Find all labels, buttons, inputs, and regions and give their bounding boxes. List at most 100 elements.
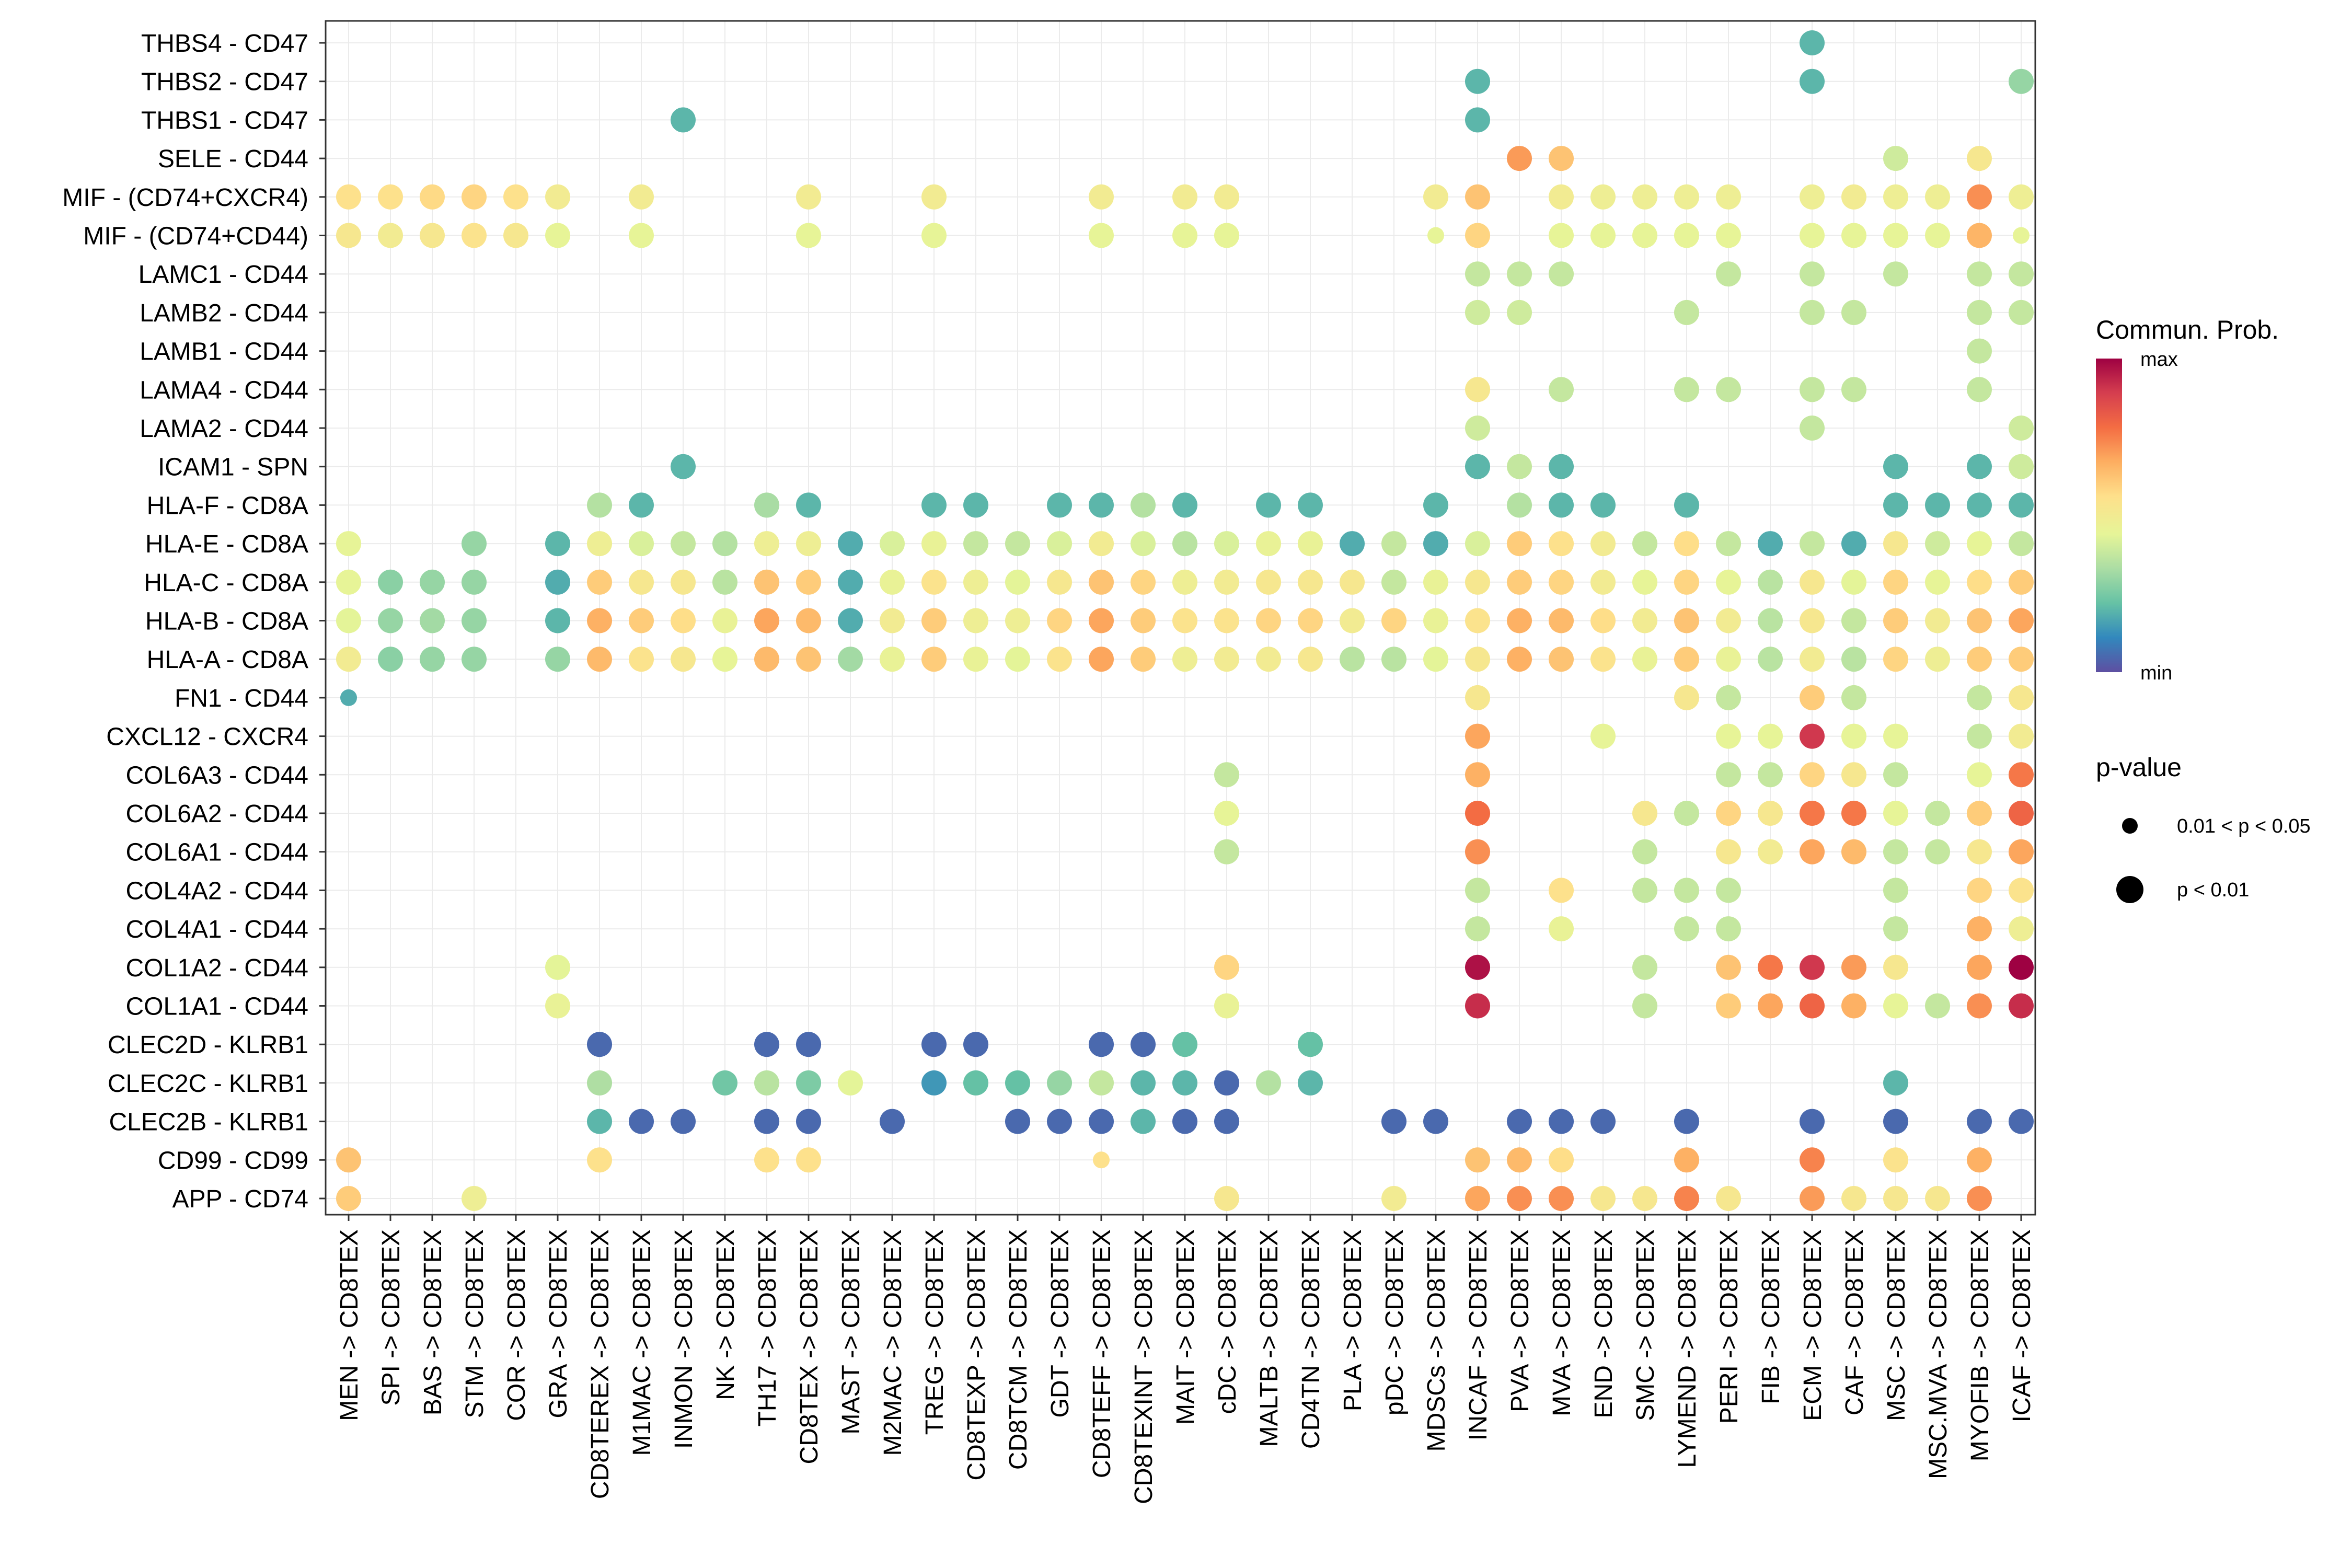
y-tick-label: THBS1 - CD47 (141, 107, 308, 134)
data-dot (880, 608, 905, 633)
legend: Commun. Prob. max min p-value 0.01 < p <… (2096, 315, 2311, 903)
data-dot (336, 223, 361, 248)
data-dot (796, 608, 821, 633)
data-dot (1758, 993, 1783, 1019)
data-dot (1047, 492, 1072, 518)
data-dot (1674, 1147, 1699, 1173)
data-dot (1632, 839, 1657, 864)
data-dot (1214, 1109, 1239, 1134)
data-dot (587, 1147, 612, 1173)
data-dot (921, 569, 947, 595)
data-dot (545, 993, 570, 1019)
y-tick-label: APP - CD74 (172, 1185, 308, 1213)
data-dot (1172, 1109, 1197, 1134)
data-dot (1465, 68, 1490, 94)
data-dot (1716, 608, 1741, 633)
data-dot (1967, 1109, 1992, 1134)
data-dot (378, 608, 403, 633)
data-dot (1465, 608, 1490, 633)
x-tick-label: CAF -> CD8TEX (1841, 1229, 1869, 1415)
data-dot (838, 1070, 863, 1096)
data-dot (796, 647, 821, 672)
data-dot (1047, 569, 1072, 595)
data-dot (1507, 647, 1532, 672)
data-dot (1172, 492, 1197, 518)
data-dot (1507, 299, 1532, 325)
data-dot (1674, 916, 1699, 942)
data-dot (1298, 1070, 1323, 1096)
color-scale-bar (2096, 359, 2122, 672)
data-dot (1507, 1109, 1532, 1134)
y-tick-label: MIF - (CD74+CXCR4) (62, 184, 308, 212)
data-dot (2009, 723, 2034, 749)
data-dot (1465, 377, 1490, 402)
data-dot (1549, 492, 1574, 518)
y-tick-label: COL6A3 - CD44 (126, 762, 308, 789)
data-dot (1716, 993, 1741, 1019)
y-tick-label: HLA-F - CD8A (147, 492, 308, 520)
data-dot (1632, 954, 1657, 980)
data-dot (1093, 1151, 1110, 1169)
data-dot (1590, 531, 1616, 557)
data-dot (1298, 531, 1323, 557)
y-tick-label: CLEC2C - KLRB1 (108, 1070, 308, 1098)
data-dot (921, 647, 947, 672)
data-dot (1883, 762, 1908, 788)
y-tick-label: COL1A2 - CD44 (126, 954, 308, 982)
x-tick-label: MAST -> CD8TEX (837, 1229, 865, 1435)
data-dot (1841, 223, 1866, 248)
data-dot (1089, 647, 1114, 672)
data-dot (1214, 608, 1239, 633)
data-dot (921, 492, 947, 518)
data-dot (1047, 647, 1072, 672)
data-dot (1214, 1186, 1239, 1211)
data-dot (1005, 1109, 1030, 1134)
data-dot (880, 647, 905, 672)
x-tick-label: ICAF -> CD8TEX (2008, 1229, 2036, 1422)
data-dot (921, 608, 947, 633)
data-dot (1925, 608, 1950, 633)
data-dot (1549, 223, 1574, 248)
data-dot (1172, 647, 1197, 672)
data-dot (336, 1147, 361, 1173)
data-dot (671, 569, 696, 595)
data-dot (1967, 223, 1992, 248)
data-dot (1674, 223, 1699, 248)
data-dot (1632, 184, 1657, 210)
data-dot (838, 531, 863, 557)
data-dot (1256, 492, 1281, 518)
data-dot (1758, 839, 1783, 864)
data-dot (1758, 647, 1783, 672)
data-dot (1716, 1186, 1741, 1211)
y-tick-label: COL4A2 - CD44 (126, 877, 308, 905)
data-dot (1883, 1186, 1908, 1211)
data-dot (1131, 531, 1156, 557)
plot-frame (325, 20, 2036, 1216)
data-dot (2009, 685, 2034, 710)
data-dot (545, 531, 570, 557)
x-tick-label: LYMEND -> CD8TEX (1674, 1229, 1701, 1468)
data-dot (587, 608, 612, 633)
data-dot (1716, 878, 1741, 903)
x-tick-label: PLA -> CD8TEX (1339, 1229, 1367, 1411)
data-dot (754, 569, 779, 595)
data-dot (1549, 1186, 1574, 1211)
data-dot (1089, 569, 1114, 595)
data-dot (1925, 839, 1950, 864)
data-dot (963, 647, 988, 672)
data-dot (1465, 839, 1490, 864)
data-dot (1047, 1070, 1072, 1096)
data-dot (545, 569, 570, 595)
data-dot (2009, 569, 2034, 595)
data-dot (336, 1186, 361, 1211)
data-dot (1507, 261, 1532, 287)
data-dot (1256, 647, 1281, 672)
data-dot (963, 531, 988, 557)
data-dot (1800, 608, 1825, 633)
data-dot (796, 569, 821, 595)
data-dot (1590, 647, 1616, 672)
data-dot (712, 608, 737, 633)
data-dot (1800, 647, 1825, 672)
data-dot (1298, 492, 1323, 518)
x-tick-label: M1MAC -> CD8TEX (628, 1229, 656, 1456)
